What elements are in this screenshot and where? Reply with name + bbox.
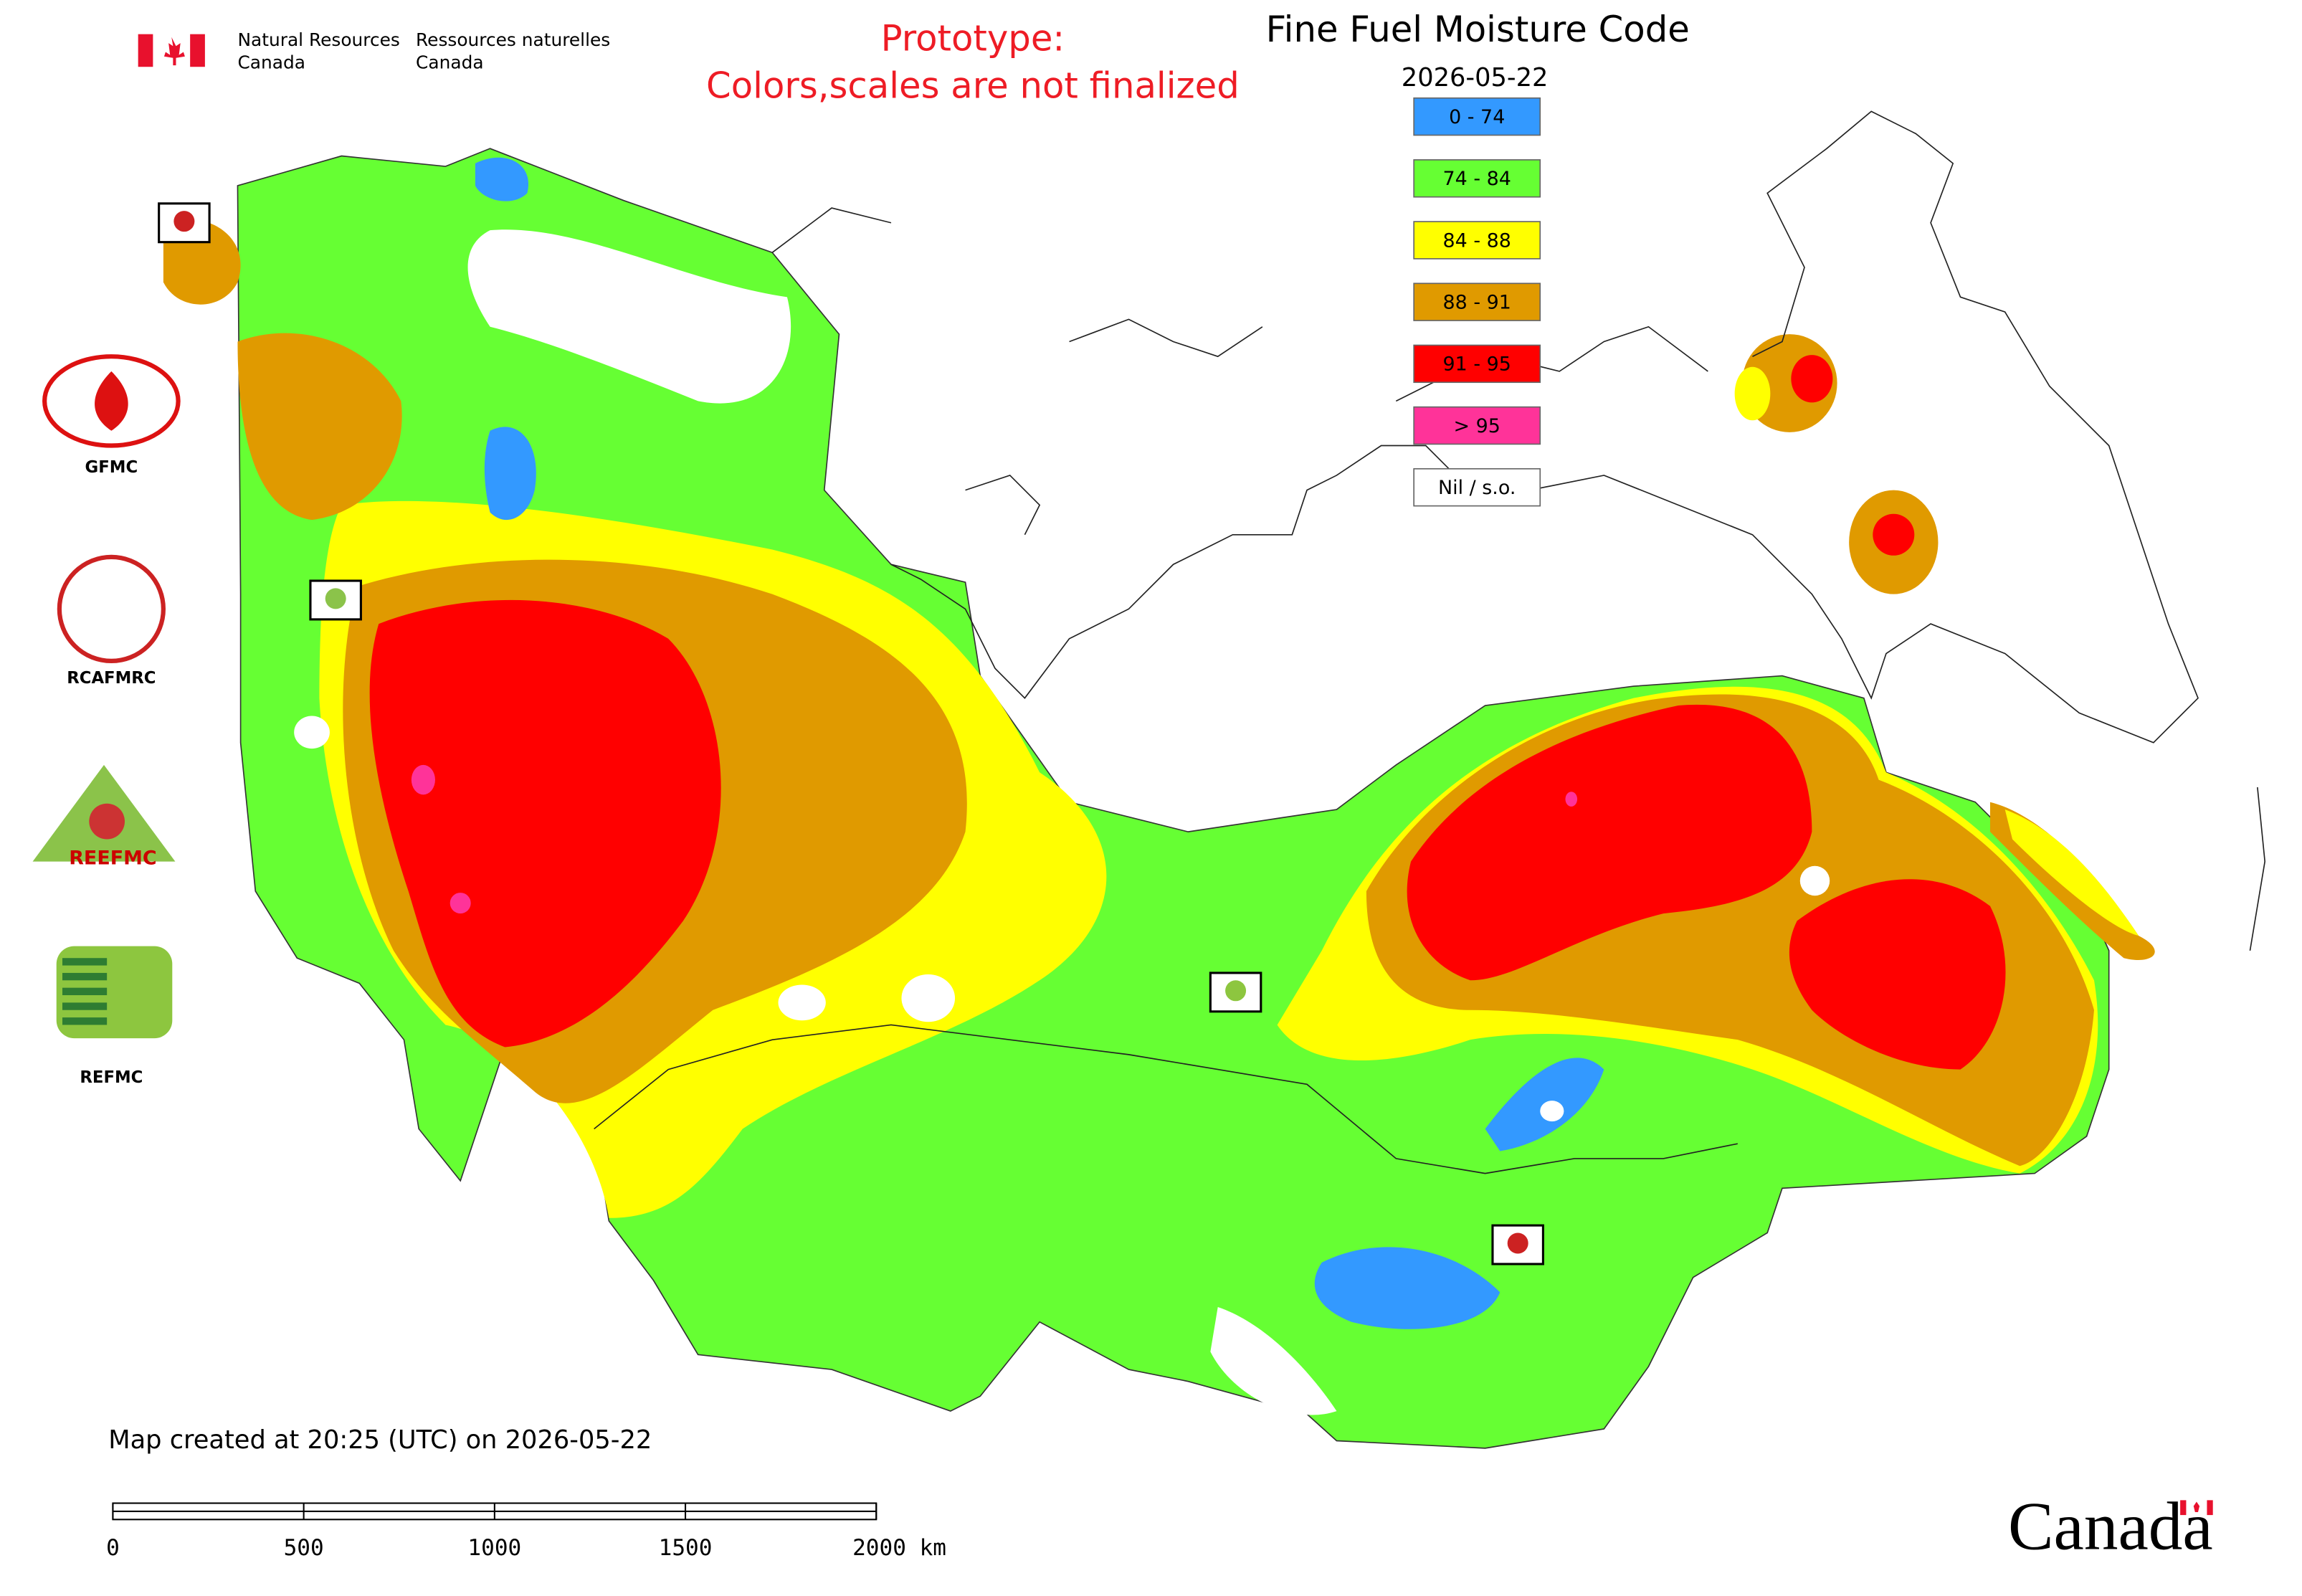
fuel-zone xyxy=(450,893,471,914)
logo-label: REEFMC xyxy=(69,847,156,870)
canada-wordmark: Canada xyxy=(2008,1488,2213,1564)
legend-swatch xyxy=(1413,282,1541,321)
department-fr: Ressources naturelles xyxy=(416,29,610,50)
legend-swatch xyxy=(1413,344,1541,384)
fuel-zone xyxy=(778,984,826,1021)
department-en: Natural Resources xyxy=(237,29,399,50)
flag-bar xyxy=(190,34,205,67)
boundary-line xyxy=(965,474,1041,536)
legend-label: 74 - 84 xyxy=(1443,168,1511,190)
legend-label: 84 - 88 xyxy=(1443,229,1511,252)
refmc-stripe xyxy=(62,1017,108,1025)
map-marker xyxy=(1209,972,1262,1013)
scale-label: 0 xyxy=(106,1535,120,1561)
scale-label: 500 xyxy=(284,1535,324,1561)
fuel-zone xyxy=(294,716,330,749)
fuel-zone xyxy=(1799,865,1830,896)
rcafmrc-logo xyxy=(57,554,166,663)
legend-label: > 95 xyxy=(1454,415,1500,437)
boundary-line xyxy=(594,1024,1738,1174)
fuel-zone xyxy=(1565,792,1578,807)
logos: GFMC RCAFMRC REEFMC REFMC xyxy=(32,202,1544,1265)
fuel-zone xyxy=(1873,513,1915,556)
refmc-stripe xyxy=(62,987,108,996)
map-marker-icon xyxy=(325,588,346,609)
fuel-zone xyxy=(475,157,529,201)
fuel-zone xyxy=(237,333,402,521)
map-marker xyxy=(1491,1224,1544,1265)
flag-bar xyxy=(138,34,153,67)
boundary-line xyxy=(771,207,892,253)
fuel-zone xyxy=(901,974,956,1022)
wordmark-leaf xyxy=(2193,1501,2200,1512)
gfmc-flame xyxy=(95,371,128,431)
fuel-zone xyxy=(1734,366,1771,421)
maple-leaf xyxy=(163,37,185,66)
scale-bar: 0 500 1000 1500 2000 km xyxy=(106,1502,946,1561)
fuel-zone xyxy=(1791,355,1833,403)
map-marker-icon xyxy=(1225,980,1247,1002)
scale-label: 2000 km xyxy=(852,1535,946,1561)
legend-swatch xyxy=(1413,221,1541,260)
map-marker-icon xyxy=(1507,1232,1528,1254)
refmc-stripe xyxy=(62,972,108,981)
gfmc-logo xyxy=(42,354,181,448)
fuel-zone xyxy=(1540,1101,1564,1122)
scale-label: 1000 xyxy=(467,1535,521,1561)
legend-label: 88 - 91 xyxy=(1443,291,1511,313)
map xyxy=(163,110,2266,1449)
fuel-zone xyxy=(411,764,435,795)
prototype-notice: Prototype: xyxy=(881,17,1065,59)
legend-swatch xyxy=(1413,159,1541,198)
refmc-stripe xyxy=(62,958,108,966)
department-fr: Canada xyxy=(416,52,484,72)
prototype-notice: Colors,scales are not finalized xyxy=(706,65,1240,107)
refmc-logo xyxy=(56,946,173,1039)
boundary-line xyxy=(1069,318,1263,358)
fuel-zone xyxy=(484,427,536,521)
legend-swatch xyxy=(1413,467,1541,507)
fuel-zone xyxy=(1789,879,2006,1070)
fuel-zone xyxy=(2004,809,2139,936)
boundary-line xyxy=(890,110,2199,744)
logo-label: RCAFMRC xyxy=(67,669,156,688)
legend-label: Nil / s.o. xyxy=(1438,477,1516,499)
scale-label: 1500 xyxy=(659,1535,713,1561)
logo-label: GFMC xyxy=(85,458,138,477)
department-en: Canada xyxy=(237,52,305,72)
map-title: Fine Fuel Moisture Code xyxy=(1266,9,1690,50)
boundary-line xyxy=(2249,787,2266,951)
logo-label: REFMC xyxy=(80,1068,143,1087)
legend: 0 - 74 74 - 84 84 - 88 88 - 91 91 - 95 > 95 Ni… xyxy=(1413,97,1541,507)
fuel-zone xyxy=(1210,1307,1337,1415)
footer-note: Map created at 20:25 (UTC) on 2026-05-22 xyxy=(108,1425,652,1455)
reefmc-emblem xyxy=(89,803,125,840)
fuel-zone xyxy=(671,285,695,309)
fuel-zone xyxy=(1407,704,1812,981)
fuel-zone xyxy=(467,229,791,404)
legend-swatch xyxy=(1413,97,1541,136)
wordmark-flag xyxy=(2180,1500,2187,1516)
fuel-zone xyxy=(369,599,721,1048)
map-marker-icon xyxy=(173,211,195,232)
legend-label: 91 - 95 xyxy=(1443,353,1511,376)
legend-label: 0 - 74 xyxy=(1449,106,1505,128)
refmc-stripe xyxy=(62,1002,108,1010)
fuel-zone xyxy=(1314,1247,1500,1329)
map-date: 2026-05-22 xyxy=(1402,63,1549,92)
wordmark-flag xyxy=(2207,1500,2213,1516)
legend-swatch xyxy=(1413,406,1541,445)
